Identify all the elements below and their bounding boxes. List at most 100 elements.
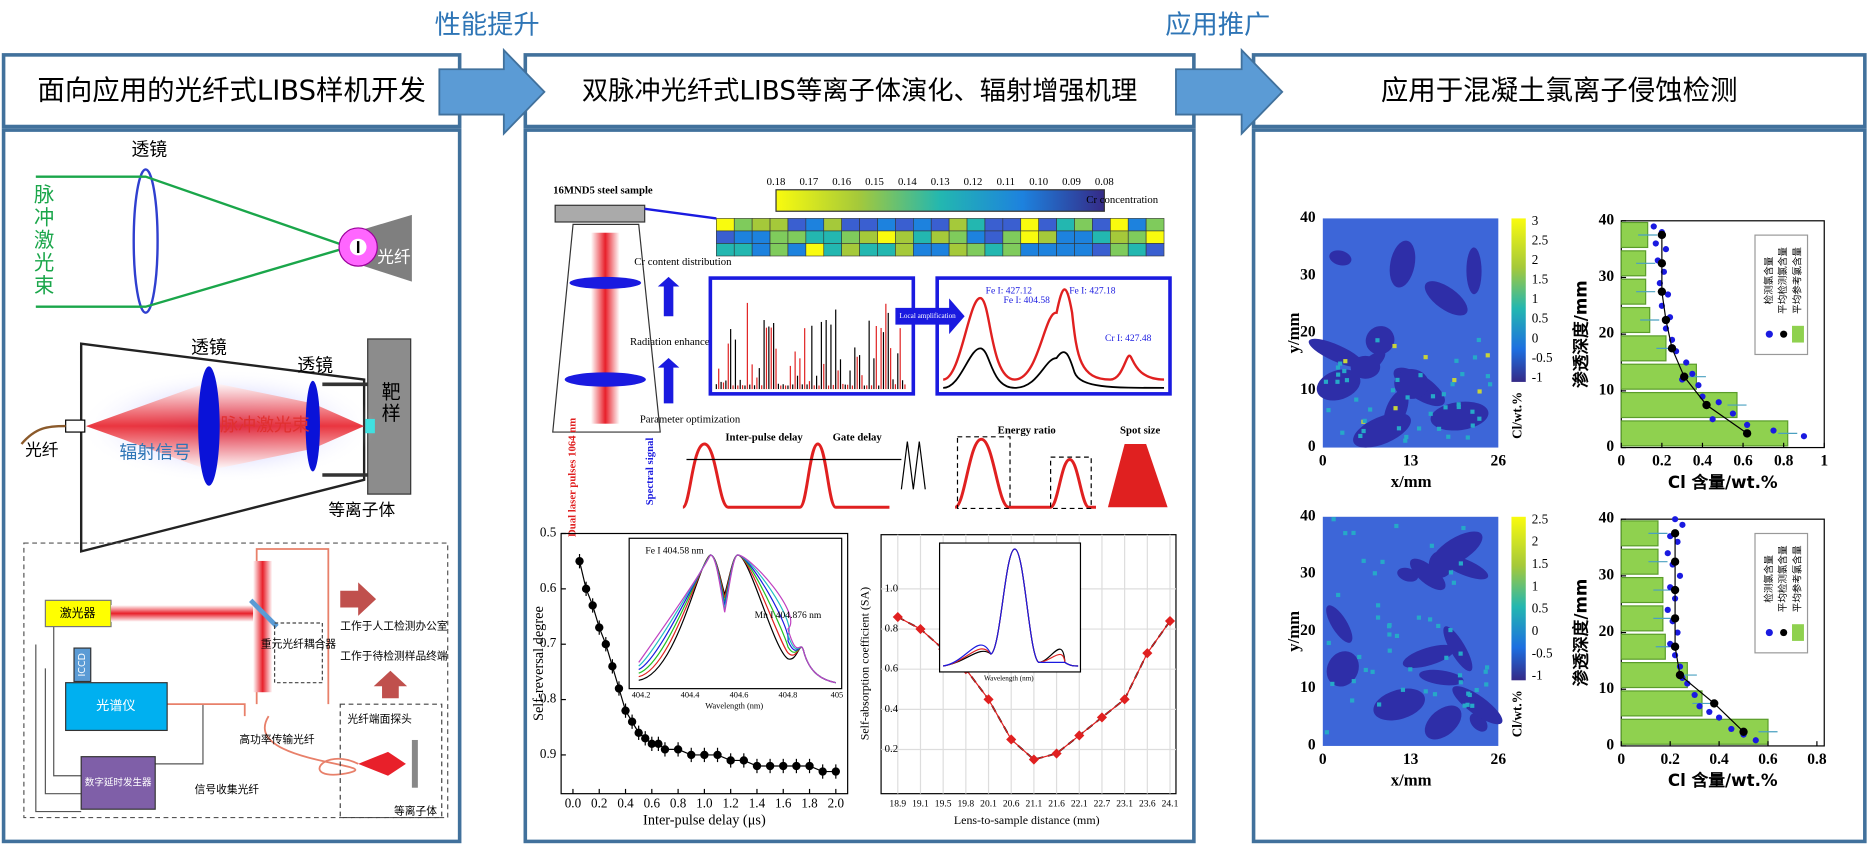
point xyxy=(1662,246,1670,253)
heatmap-speck xyxy=(1461,525,1466,531)
laser-column xyxy=(590,232,620,424)
colorbar-label: Cl/wt.% xyxy=(1510,392,1525,439)
point xyxy=(752,761,762,771)
x-tick-label: 0 xyxy=(1617,751,1625,768)
cr-cell xyxy=(1038,218,1057,232)
cr-cell xyxy=(751,218,771,232)
cr-cell xyxy=(716,230,735,244)
y-tick-label: 0.2 xyxy=(885,743,898,755)
cr-cell xyxy=(1145,243,1165,257)
panel-title-box xyxy=(1251,53,1867,129)
x-tick-label: 0.6 xyxy=(1758,751,1778,768)
x-tick-label: 0.6 xyxy=(1733,452,1753,469)
point xyxy=(1679,521,1686,528)
x-tick-label: 0 xyxy=(1319,452,1327,469)
cr-cell xyxy=(841,230,860,244)
laser-beam xyxy=(111,605,257,622)
heatmap-speck xyxy=(1361,558,1366,563)
point xyxy=(1674,629,1681,636)
cr-cell xyxy=(1092,243,1111,257)
cr-cell xyxy=(1020,218,1039,232)
x-tick-label: 0 xyxy=(1319,751,1327,768)
point xyxy=(1051,748,1062,759)
panel-title: 应用于混凝土氯离子侵蚀检测 xyxy=(1381,75,1738,106)
spectrum-curve xyxy=(942,288,1165,381)
panel-title: 面向应用的光纤式LIBS样机开发 xyxy=(37,75,425,106)
x-tick-label: 13 xyxy=(1403,452,1419,469)
heatmap-speck xyxy=(1351,679,1356,684)
y-tick-label: 0 xyxy=(1606,737,1614,754)
heatmap-speck xyxy=(1465,435,1470,440)
cr-cell xyxy=(859,243,878,257)
inset-frame xyxy=(628,537,843,690)
heatmap-speck xyxy=(1394,633,1400,639)
legend-swatch xyxy=(1780,628,1788,637)
colorbar xyxy=(1511,218,1526,382)
x-tick-label: 24.1 xyxy=(1162,799,1179,810)
point xyxy=(575,556,584,566)
plasma-spot xyxy=(365,418,375,434)
y-tick-label: 1.0 xyxy=(885,582,898,594)
mean-point xyxy=(1710,699,1719,708)
heatmap-speck xyxy=(1394,523,1399,529)
point xyxy=(1706,708,1713,716)
heatmap-speck xyxy=(1343,531,1348,536)
mean-point xyxy=(1670,557,1680,566)
point xyxy=(1142,648,1153,659)
cr-cell xyxy=(716,218,735,232)
schematic-label: 光纤端面探头 xyxy=(347,713,412,726)
colorbar-tick-label: 0.08 xyxy=(1095,176,1114,188)
heatmap-speck xyxy=(1386,624,1392,629)
x-tick-label: 1.8 xyxy=(801,795,818,810)
point xyxy=(1028,754,1039,765)
heatmap-speck xyxy=(1363,667,1368,673)
point xyxy=(1096,712,1108,723)
heatmap-patch xyxy=(1326,605,1353,643)
heatmap-speck xyxy=(1335,379,1340,384)
y-tick-label: 10 xyxy=(1300,381,1316,398)
heatmap-speck xyxy=(1362,418,1367,423)
heatmap-speck xyxy=(1357,654,1362,660)
inset-tick-label: 404.2 xyxy=(632,691,651,700)
param-label: Gate delay xyxy=(833,431,883,443)
point xyxy=(634,728,643,737)
point xyxy=(739,756,748,765)
x-tick-label: 0.6 xyxy=(644,795,661,810)
panel-title-box xyxy=(523,53,1196,129)
cr-cell xyxy=(1127,218,1147,232)
x-tick-label: 19.8 xyxy=(958,799,975,810)
peak-label: Fe I: 427.18 xyxy=(1069,285,1116,296)
heatmap-speck xyxy=(1430,394,1436,399)
cr-cell xyxy=(895,243,914,257)
mean-point xyxy=(1742,429,1752,438)
x-tick-label: 19.5 xyxy=(935,799,952,810)
heatmap-speck xyxy=(1351,530,1356,536)
y-tick-label: 40 xyxy=(1300,209,1316,226)
lens-label: 透镜 xyxy=(191,338,227,359)
y-axis-label: 渗透深度/mm xyxy=(1570,579,1590,687)
heatmap-speck xyxy=(1387,648,1392,653)
heatmap-speck xyxy=(1429,543,1434,548)
mean-point xyxy=(1670,585,1680,595)
y-tick-label: 40 xyxy=(1599,510,1615,527)
cr-cell xyxy=(733,218,753,232)
inset-axis-label: Wavelength (nm) xyxy=(705,701,763,710)
point xyxy=(1671,516,1679,523)
x-axis-label: Inter-pulse delay (μs) xyxy=(643,812,766,828)
heatmap-speck xyxy=(1400,687,1406,692)
heatmap-speck xyxy=(1448,627,1453,633)
colorbar-tick-label: 2 xyxy=(1532,534,1539,549)
cr-cell xyxy=(1110,218,1129,232)
bar xyxy=(1620,420,1789,447)
schematic-box xyxy=(23,542,449,819)
heatmap-speck xyxy=(1336,372,1341,377)
energy-box xyxy=(1050,456,1092,510)
colorbar-tick-label: 0.16 xyxy=(832,176,851,188)
x-axis-label: Cl 含量/wt.% xyxy=(1668,472,1778,492)
mean-point xyxy=(1661,315,1671,325)
heatmap-speck xyxy=(1368,407,1373,412)
heatmap-speck xyxy=(1454,358,1459,363)
lens xyxy=(569,276,642,289)
heatmap-speck xyxy=(1326,408,1331,413)
